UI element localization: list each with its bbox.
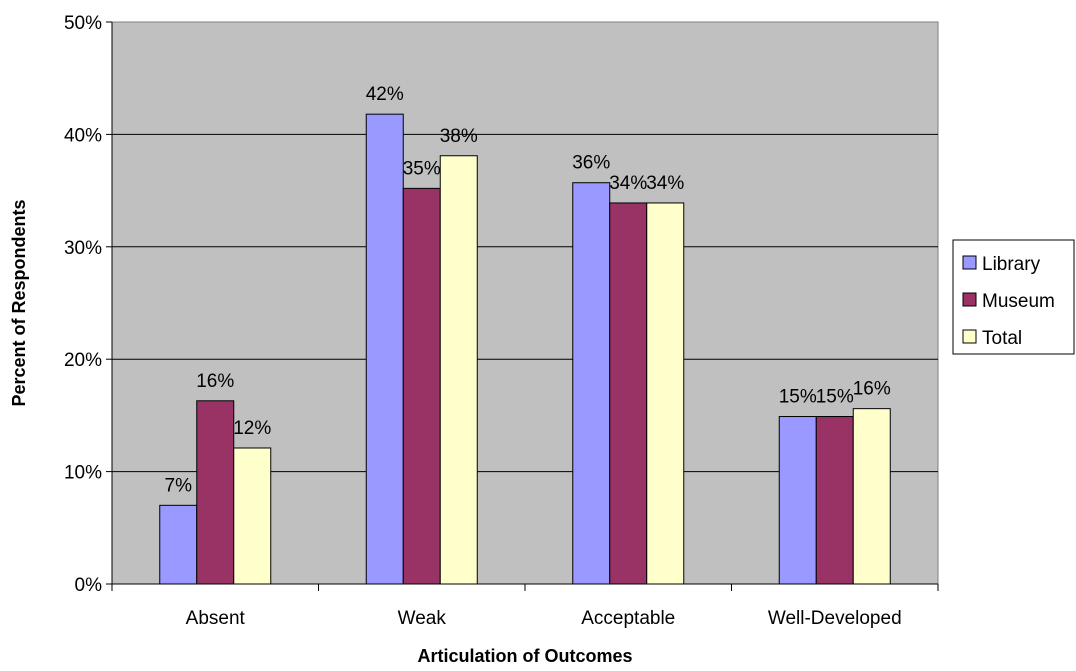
x-tick-label: Weak [398, 608, 447, 629]
legend: Library Museum Total [952, 239, 1075, 355]
x-tick-label: Well-Developed [768, 608, 902, 629]
bar-library-absent [159, 504, 198, 585]
data-labels: 7%16%12%42%35%38%36%34%34%15%15%16% [165, 84, 891, 496]
y-tick-label: 10% [64, 463, 102, 484]
y-tick-label: 50% [64, 13, 102, 34]
bar-museum-absent [196, 400, 235, 585]
legend-swatch-museum [962, 292, 977, 307]
bar-library-well-developed [778, 416, 817, 585]
legend-swatch-total [962, 329, 977, 344]
y-tick-label: 20% [64, 350, 102, 371]
x-tick-label: Acceptable [581, 608, 675, 629]
data-label: 38% [440, 126, 478, 147]
legend-swatch-library [962, 255, 977, 270]
data-label: 36% [572, 153, 610, 174]
x-tick-label: Absent [186, 608, 246, 629]
bar-total-acceptable [646, 202, 685, 585]
bars [159, 113, 891, 585]
y-axis-title: Percent of Respondents [9, 199, 29, 406]
x-axis-title: Articulation of Outcomes [417, 646, 632, 666]
legend-label-library: Library [982, 254, 1041, 275]
y-tick-label: 0% [75, 575, 103, 596]
y-tick-label: 30% [64, 238, 102, 259]
data-label: 16% [196, 371, 234, 392]
bar-library-weak [365, 113, 404, 585]
bar-museum-weak [402, 187, 441, 585]
bar-museum-well-developed [815, 416, 854, 585]
data-label: 12% [233, 418, 271, 439]
x-ticks: Absent Weak Acceptable Well-Developed [111, 584, 939, 629]
y-tick-label: 40% [64, 125, 102, 146]
data-label: 16% [853, 379, 891, 400]
y-ticks: 0% 10% 20% 30% 40% 50% [64, 13, 112, 596]
data-label: 15% [816, 387, 854, 408]
legend-label-total: Total [982, 328, 1022, 349]
bar-total-weak [439, 155, 478, 585]
bar-total-absent [233, 447, 272, 585]
data-label: 35% [403, 158, 441, 179]
bar-total-well-developed [852, 408, 891, 585]
data-label: 15% [779, 387, 817, 408]
data-label: 42% [366, 84, 404, 105]
bar-library-acceptable [572, 182, 611, 585]
data-label: 34% [609, 173, 647, 194]
legend-label-museum: Museum [982, 291, 1055, 312]
data-label: 7% [165, 475, 193, 496]
bar-museum-acceptable [609, 202, 648, 585]
data-label: 34% [646, 173, 684, 194]
